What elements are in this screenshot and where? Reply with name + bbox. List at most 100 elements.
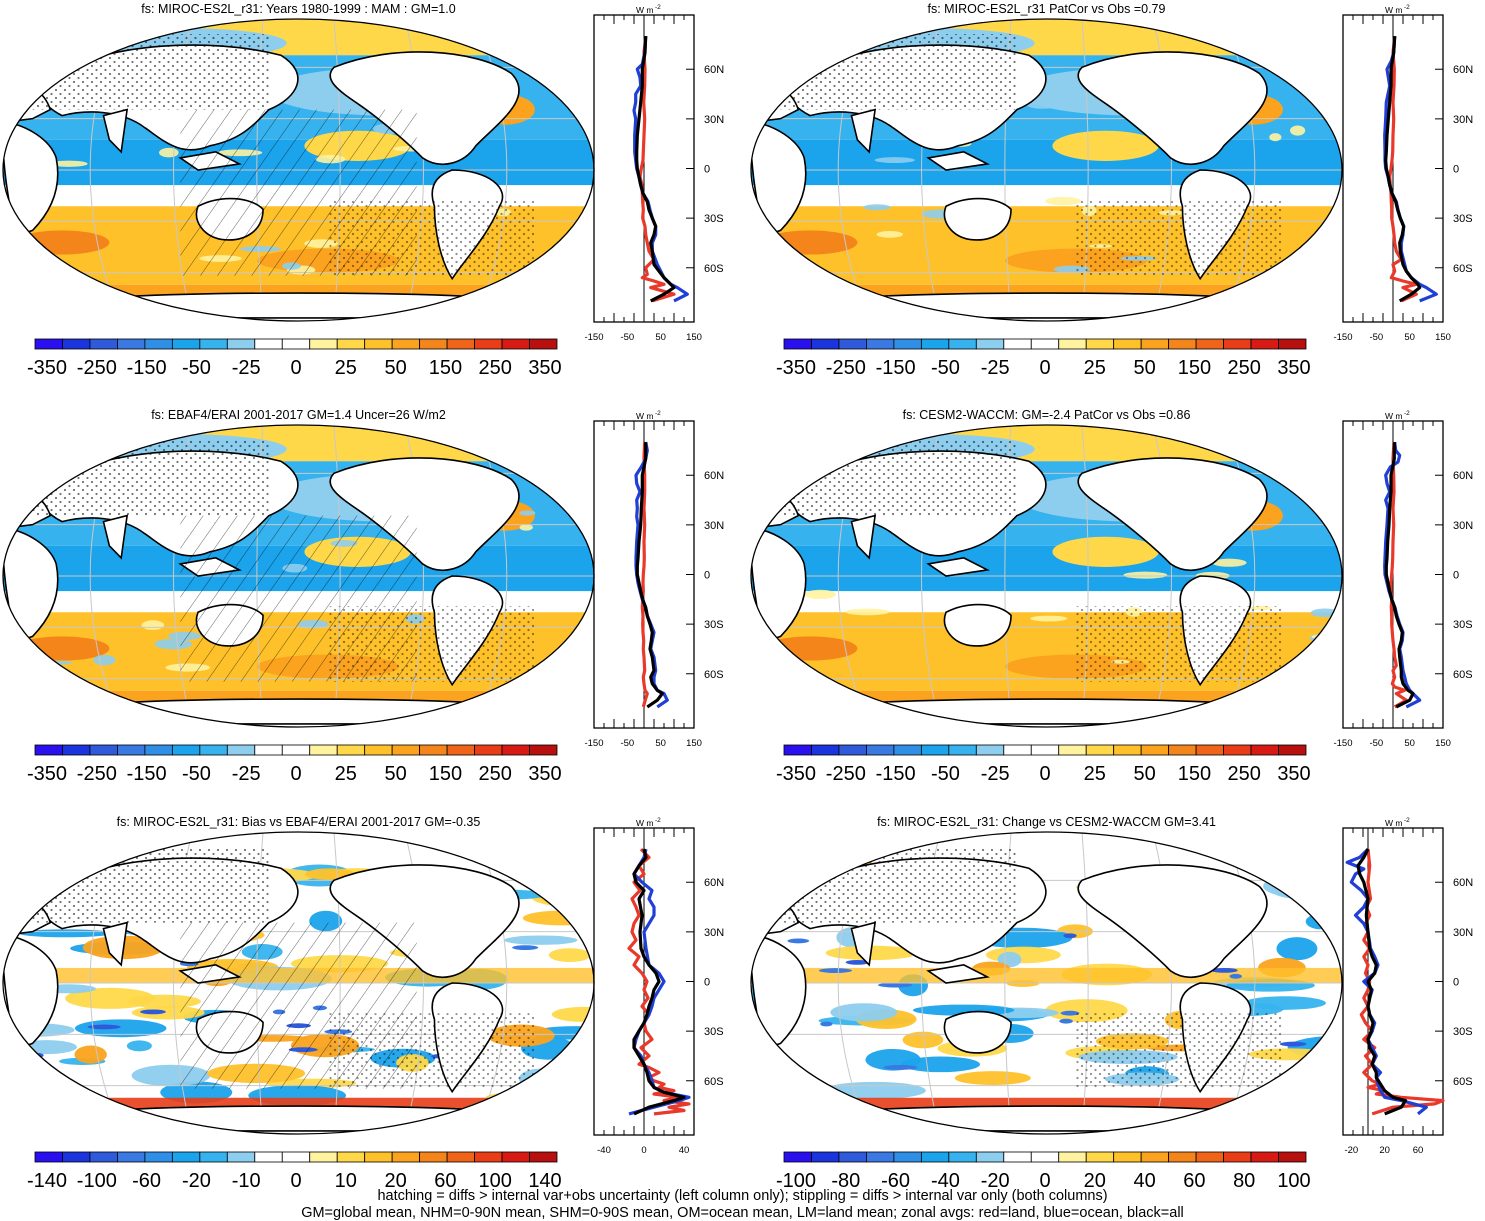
colorbar-swatch [1278, 338, 1307, 350]
colorbar-swatch [144, 1151, 173, 1163]
stippling-region [32, 847, 269, 923]
colorbar-swatch [89, 1151, 118, 1163]
x-tick-label: 40 [679, 1145, 690, 1156]
colorbar-swatch [1003, 338, 1032, 350]
colorbar-swatch [1168, 744, 1197, 756]
colorbar-label: 100 [1277, 1170, 1310, 1192]
continent-maritime [928, 965, 987, 983]
colorbar-label: -50 [931, 357, 960, 379]
panel-title: fs: MIROC-ES2L_r31: Change vs CESM2-WACC… [877, 815, 1216, 829]
colorbar-swatch [975, 1151, 1005, 1163]
colorbar-swatch [62, 744, 91, 756]
colorbar-swatch [1113, 338, 1142, 350]
zonal-series-all [1356, 848, 1408, 1116]
zonal-mean-plot-2: W m -2 60N 30N 0 30S 60S -150 -50 50 150 [1333, 4, 1473, 343]
colorbar-label: 0 [290, 1170, 301, 1192]
x-tick-label: 50 [1404, 332, 1415, 343]
continent-india [103, 110, 127, 152]
panel-title: fs: EBAF4/ERAI 2001-2017 GM=1.4 Uncer=26… [151, 408, 446, 422]
latitude-tick-label: 30S [1453, 619, 1473, 631]
latitude-tick-label: 60N [1453, 877, 1473, 889]
latitude-tick-label: 60N [704, 64, 724, 76]
colorbar-label: 25 [335, 763, 357, 785]
colorbar-label: -10 [232, 1170, 261, 1192]
colorbar-swatch [1085, 338, 1115, 350]
continent-australia [944, 605, 1011, 646]
colorbar-label: 150 [1178, 763, 1211, 785]
colorbar-swatch [199, 338, 228, 350]
colorbar-swatch [336, 744, 366, 756]
colorbar-label: -250 [77, 763, 117, 785]
continent-namerica [330, 458, 519, 570]
latitude-tick-label: 30N [704, 520, 724, 532]
colorbar-5: -140 -100 -60 -20 -10 0 10 20 60 100 140 [27, 1151, 562, 1192]
colorbar-swatch [419, 338, 448, 350]
colorbar-label: 50 [1133, 357, 1155, 379]
continent-namerica [1078, 458, 1267, 570]
colorbar-swatch [1250, 1151, 1279, 1163]
colorbar-swatch [281, 744, 311, 756]
colorbar-label: -250 [826, 763, 866, 785]
colorbar-swatch [446, 744, 475, 756]
colorbar-label: -250 [77, 357, 117, 379]
colorbar-swatch [1030, 1151, 1060, 1163]
continent-india [851, 516, 875, 558]
unit-label: W m [636, 411, 653, 421]
colorbar-swatch [199, 744, 228, 756]
x-tick-label: -50 [1369, 738, 1383, 749]
colorbar-label: 50 [384, 763, 406, 785]
colorbar-label: -150 [876, 763, 916, 785]
x-tick-label: 150 [1435, 738, 1451, 749]
zonal-series-land [1359, 848, 1445, 1116]
unit-label: W m [1385, 411, 1402, 421]
colorbar-label: -150 [127, 763, 167, 785]
latitude-tick-label: 0 [704, 570, 710, 582]
stippling-region [32, 440, 269, 516]
stippling-region [1076, 200, 1283, 276]
colorbar-label: 0 [1039, 1170, 1050, 1192]
colorbar-1: -350 -250 -150 -50 -25 0 25 50 150 250 350 [27, 338, 562, 379]
colorbar-label: -350 [776, 357, 816, 379]
colorbar-swatch [1003, 1151, 1032, 1163]
colorbar-label: 100 [479, 1170, 512, 1192]
colorbar-swatch [1085, 1151, 1115, 1163]
colorbar-label: 250 [1228, 357, 1261, 379]
colorbar-swatch [1140, 338, 1170, 350]
stippling-region [1076, 1013, 1283, 1089]
colorbar-swatch [391, 338, 421, 350]
colorbar-swatch [948, 338, 977, 350]
zonal-series-ocean [634, 441, 669, 709]
x-tick-label: -50 [1369, 332, 1383, 343]
unit-exponent: -2 [655, 817, 661, 824]
colorbar-label: -40 [931, 1170, 960, 1192]
latitude-tick-label: 60S [704, 669, 724, 681]
colorbar-swatch [1223, 338, 1252, 350]
zonal-mean-plot-6: W m -2 60N 30N 0 30S 60S -20 20 60 [1342, 817, 1473, 1156]
colorbar-label: 150 [429, 357, 462, 379]
latitude-tick-label: 0 [1453, 570, 1459, 582]
colorbar-swatch [920, 1151, 950, 1163]
colorbar-label: 250 [479, 357, 512, 379]
x-tick-label: 60 [1413, 1145, 1424, 1156]
colorbar-swatch [948, 744, 977, 756]
colorbar-swatch [1250, 744, 1279, 756]
colorbar-swatch [1195, 1151, 1224, 1163]
colorbar-swatch [529, 338, 558, 350]
colorbar-swatch [1223, 744, 1252, 756]
continent-africa [751, 935, 806, 1050]
continent-africa [3, 935, 58, 1050]
colorbar-swatch [783, 1151, 812, 1163]
colorbar-label: -60 [132, 1170, 161, 1192]
colorbar-swatch [419, 1151, 448, 1163]
colorbar-swatch [364, 338, 393, 350]
latitude-tick-label: 60N [704, 470, 724, 482]
colorbar-label: 20 [384, 1170, 406, 1192]
latitude-tick-label: 30S [1453, 213, 1473, 225]
colorbar-swatch [501, 1151, 530, 1163]
stippling-region [1076, 606, 1283, 682]
colorbar-swatch [62, 338, 91, 350]
continent-india [103, 516, 127, 558]
hatching-region [180, 922, 417, 1089]
x-tick-label: 150 [1435, 332, 1451, 343]
colorbar-swatch [838, 744, 867, 756]
